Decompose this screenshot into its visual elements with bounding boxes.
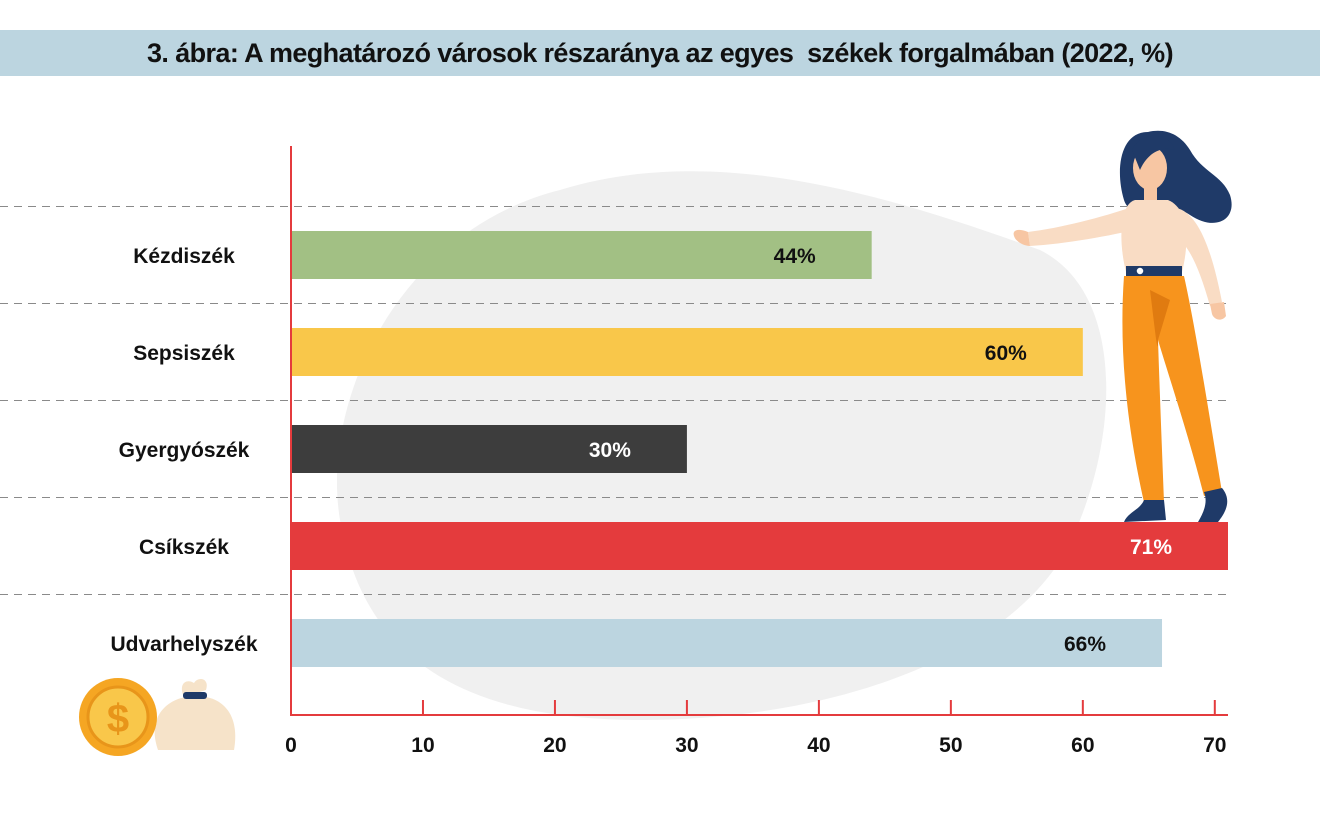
data-label: 60%: [985, 342, 1027, 365]
category-label: Csíkszék: [139, 536, 229, 559]
bar: [291, 425, 687, 473]
gridlines: [0, 206, 1228, 595]
x-tick-label: 0: [285, 734, 297, 757]
x-tick-label: 20: [543, 734, 566, 757]
x-tick-label: 50: [939, 734, 962, 757]
data-label: 44%: [774, 245, 816, 268]
axes: 0 10 20 30 40 50 60 70: [285, 146, 1228, 757]
chart-title: 3. ábra: A meghatározó városok részarány…: [147, 37, 1174, 68]
svg-text:$: $: [107, 697, 129, 741]
data-label: 30%: [589, 439, 631, 462]
bar: [291, 328, 1083, 376]
x-tick-label: 70: [1203, 734, 1226, 757]
bar: [291, 231, 872, 279]
data-label: 66%: [1064, 633, 1106, 656]
background-blob: [336, 171, 1107, 721]
data-label: 71%: [1130, 536, 1172, 559]
dollar-coin-icon: $: [79, 678, 157, 756]
category-label: Kézdiszék: [133, 245, 235, 268]
money-bag-icon: [154, 678, 236, 750]
x-tick-label: 60: [1071, 734, 1094, 757]
x-tick-label: 30: [675, 734, 698, 757]
x-tick-label: 10: [411, 734, 434, 757]
title-bar: 3. ábra: A meghatározó városok részarány…: [0, 30, 1320, 76]
bars: Kézdiszék 44% Sepsiszék 60% Gyergyószék 30% Cs…: [110, 231, 1228, 667]
bar: [291, 522, 1228, 570]
bar: [291, 619, 1163, 667]
category-label: Udvarhelyszék: [110, 633, 257, 656]
category-label: Sepsiszék: [133, 342, 235, 365]
x-tick-label: 40: [807, 734, 830, 757]
category-label: Gyergyószék: [119, 439, 250, 462]
woman-pointing-illustration: [1013, 130, 1232, 522]
